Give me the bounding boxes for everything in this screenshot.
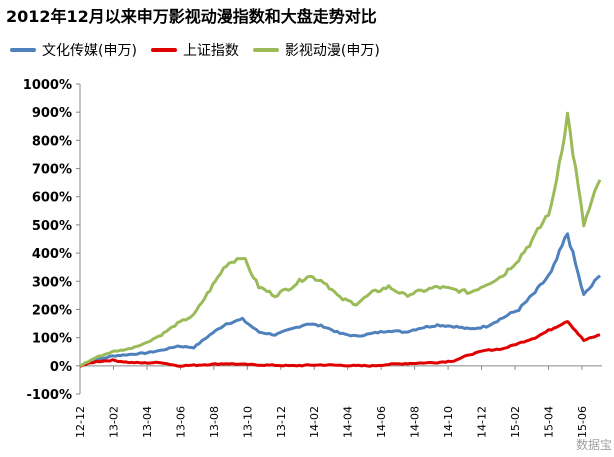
legend-item-yingshi: 影视动漫(申万) [252,40,380,60]
x-tick-label: 13-04 [141,406,154,438]
y-tick-label: 900% [32,106,72,121]
y-tick-label: 0% [50,360,72,375]
y-tick-label: 600% [32,191,72,206]
legend-label-yingshi: 影视动漫(申万) [284,43,380,59]
x-tick-label: 15-04 [542,406,555,438]
series-line-2 [79,111,602,368]
legend-item-wenhua: 文化传媒(申万) [10,40,137,60]
watermark: 数据宝 [575,438,612,452]
x-tick-label: 14-04 [342,406,355,438]
series-line-0 [79,232,601,368]
legend-swatch-yingshi [252,48,279,52]
y-tick-label: 500% [32,219,72,234]
y-tick-label: 700% [32,163,72,178]
y-tick-label: 800% [32,134,72,149]
legend-swatch-shangzheng [150,48,177,52]
chart-legend: 文化传媒(申万) 上证指数 影视动漫(申万) [10,40,394,60]
x-tick-label: 15-06 [576,406,589,438]
y-tick-label: 1000% [23,78,72,93]
x-tick-label: 14-08 [409,406,422,438]
x-tick-label: 13-06 [174,406,187,438]
x-tick-label: 13-08 [208,406,221,438]
x-tick-label: 13-02 [107,406,120,438]
legend-item-shangzheng: 上证指数 [150,40,239,60]
chart-title: 2012年12月以来申万影视动漫指数和大盘走势对比 [6,7,377,26]
x-tick-label: 14-10 [442,406,455,438]
x-tick-label: 15-02 [509,406,522,438]
y-tick-label: 400% [32,247,72,262]
series-line-1 [79,320,601,368]
y-tick-label: 200% [32,303,72,318]
x-tick-label: 12-12 [74,406,87,438]
x-tick-label: 14-12 [476,406,489,438]
x-tick-label: 13-12 [275,406,288,438]
y-tick-label: 300% [32,275,72,290]
x-tick-label: 13-10 [241,406,254,438]
y-tick-label: 100% [32,332,72,347]
legend-label-shangzheng: 上证指数 [182,43,239,59]
x-tick-label: 14-02 [308,406,321,438]
legend-swatch-wenhua [10,48,36,52]
x-tick-label: 14-06 [375,406,388,438]
y-tick-label: -100% [26,388,72,403]
legend-label-wenhua: 文化传媒(申万) [42,43,137,59]
